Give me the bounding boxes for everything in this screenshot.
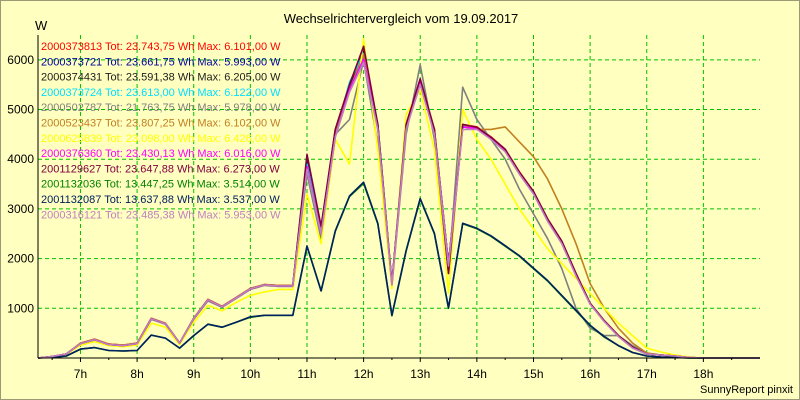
legend-entry-1: 2000373813 Tot: 23.743,75 Wh Max: 6.101,…: [41, 41, 281, 53]
legend-entry-7: 2000625839 Tot: 23.098,00 Wh Max: 6.426,…: [41, 133, 281, 145]
x-tick-label: 17h: [637, 367, 657, 381]
series-line-11: [37, 181, 760, 359]
y-tick-label: 6000: [7, 53, 34, 67]
y-tick-label: 2000: [7, 252, 34, 266]
series-lines: [37, 37, 760, 359]
x-tick-label: 15h: [523, 367, 543, 381]
footer-credit: SunnyReport pinxit: [700, 384, 793, 396]
y-tick-label: 3000: [7, 202, 34, 216]
chart-title: Wechselrichtervergleich vom 19.09.2017: [283, 11, 519, 26]
legend-entry-10: 2001132036 Tot: 13.447,25 Wh Max: 3.514,…: [41, 179, 280, 191]
legend-entry-2: 2000373721 Tot: 23.661,75 Wh Max: 5.993,…: [41, 56, 281, 68]
legend-entry-12: 2000316121 Tot: 23.485,38 Wh Max: 5.953,…: [41, 209, 281, 221]
legend-entry-11: 2001132087 Tot: 13.637,88 Wh Max: 3.537,…: [41, 194, 280, 206]
y-tick-label: 1000: [7, 301, 34, 315]
legend-entry-4: 2000373724 Tot: 23.613,00 Wh Max: 6.122,…: [41, 87, 281, 99]
legend-entry-3: 2000374431 Tot: 23.591,38 Wh Max: 6.205,…: [41, 72, 281, 84]
axes: 1000 2000 3000 4000 5000 6000 7h 8h 9h 10h 11h 12h 1…: [7, 35, 760, 381]
legend-entry-9: 2001129627 Tot: 23.647,88 Wh Max: 6.273,…: [41, 163, 280, 175]
x-tick-label: 9h: [187, 367, 200, 381]
y-axis-unit: W: [35, 18, 48, 33]
x-tick-label: 7h: [74, 367, 87, 381]
x-tick-label: 10h: [240, 367, 260, 381]
legend: 2000373813 Tot: 23.743,75 Wh Max: 6.101,…: [41, 41, 281, 221]
legend-entry-5: 2000502787 Tot: 21.763,75 Wh Max: 5.978,…: [41, 102, 281, 114]
x-tick-label: 14h: [467, 367, 487, 381]
x-tick-label: 11h: [297, 367, 316, 381]
y-tick-label: 5000: [7, 103, 34, 117]
x-tick-label: 8h: [130, 367, 143, 381]
x-tick-label: 18h: [693, 367, 713, 381]
legend-entry-8: 2000376360 Tot: 23.430,13 Wh Max: 6.016,…: [41, 148, 281, 160]
x-tick-label: 16h: [580, 367, 600, 381]
x-tick-label: 13h: [410, 367, 430, 381]
x-tick-label: 12h: [354, 367, 374, 381]
legend-entry-6: 2000523437 Tot: 23.807,25 Wh Max: 6.102,…: [41, 118, 281, 130]
y-tick-label: 4000: [7, 152, 34, 166]
series-line-12: [37, 61, 760, 359]
